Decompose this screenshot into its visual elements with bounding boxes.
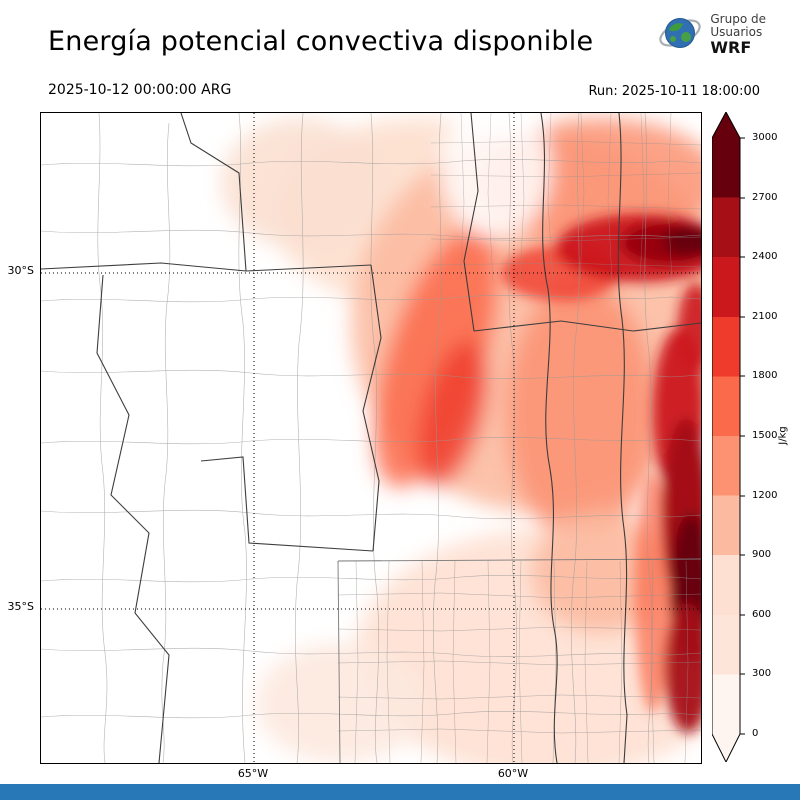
colorbar-unit-label: J/kg (777, 426, 789, 445)
colorbar-tick: 1200 (752, 490, 778, 501)
colorbar-arrow-bottom (712, 734, 740, 762)
globe-icon (657, 10, 703, 60)
lat-tick-35s: 35°S (7, 600, 34, 613)
lat-tick-30s: 30°S (7, 264, 34, 277)
logo-line-2: Usuarios (710, 25, 763, 40)
colorbar: 3000 2700 2400 2100 1800 1500 1200 900 6… (711, 110, 800, 764)
logo-line-wrf: WRF (710, 38, 752, 58)
cape-field-cores (501, 214, 701, 733)
cape-map (40, 112, 702, 764)
colorbar-tick: 600 (752, 609, 772, 620)
footer-bar (0, 784, 800, 800)
department-mesh-se (337, 560, 701, 763)
wrf-logo: Grupo de Usuarios WRF (657, 10, 766, 60)
colorbar-tick: 3000 (752, 132, 778, 143)
colorbar-tick: 1500 (752, 430, 778, 441)
valid-time-label: 2025-10-12 00:00:00 ARG (48, 82, 232, 98)
page-title: Energía potencial convectiva disponible (48, 26, 594, 57)
lon-tick-60w: 60°W (497, 767, 529, 780)
lon-tick-65w: 65°W (237, 767, 269, 780)
department-mesh-ne (430, 113, 701, 282)
logo-line-1: Grupo de (710, 12, 766, 27)
nest-border (337, 558, 701, 763)
logo-text: Grupo de Usuarios WRF (710, 12, 766, 58)
colorbar-tick: 2400 (752, 251, 778, 262)
province-boundaries (41, 113, 701, 763)
graticule (41, 113, 701, 763)
department-boundaries (41, 113, 701, 763)
colorbar-tick: 300 (752, 668, 772, 679)
colorbar-tick: 900 (752, 549, 772, 560)
run-time-label: Run: 2025-10-11 18:00:00 (588, 84, 760, 99)
colorbar-tick: 0 (752, 728, 759, 739)
colorbar-tick: 1800 (752, 370, 778, 381)
colorbar-tick: 2700 (752, 192, 778, 203)
colorbar-arrow-top (712, 112, 740, 138)
colorbar-tick: 2100 (752, 311, 778, 322)
cape-field (221, 113, 701, 763)
